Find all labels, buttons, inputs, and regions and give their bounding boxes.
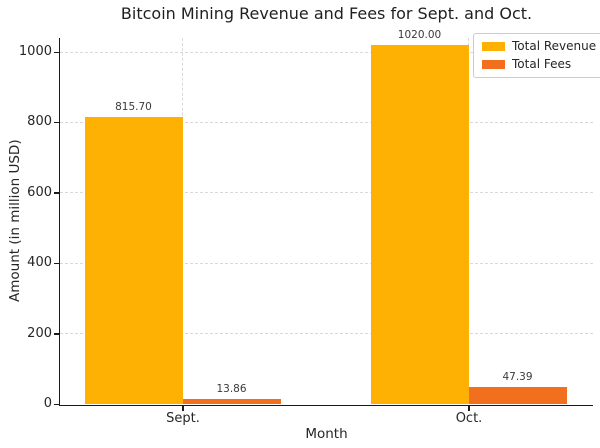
y-tick-label: 600 [27, 184, 52, 200]
legend-label: Total Revenue [512, 39, 597, 53]
y-tick-label: 800 [27, 114, 52, 130]
legend-label: Total Fees [512, 57, 572, 71]
bar-total-fees-0 [182, 399, 281, 404]
y-tick-mark [53, 121, 59, 124]
chart-title: Bitcoin Mining Revenue and Fees for Sept… [120, 4, 533, 23]
y-gridline [59, 51, 593, 53]
bar-value-label: 815.70 [115, 100, 152, 113]
y-tick-mark [53, 333, 59, 335]
legend: Total Revenue Total Fees [473, 33, 600, 78]
y-tick-label: 0 [43, 396, 52, 411]
x-tick-label-sept: Sept. [166, 411, 200, 426]
legend-swatch [482, 60, 505, 69]
y-tick-mark [53, 51, 59, 54]
x-tick-label-oct: Oct. [455, 411, 483, 426]
y-tick-label: 200 [27, 325, 52, 341]
plot-area: 815.70 1020.00 13.86 47.39 [58, 29, 593, 406]
legend-swatch [482, 42, 505, 51]
bar-value-label: 13.86 [216, 383, 247, 396]
y-gridline [59, 333, 593, 335]
y-tick-mark [53, 262, 59, 265]
y-tick-label: 1000 [18, 44, 52, 60]
y-gridline [59, 121, 593, 123]
bar-total-revenue-1 [370, 45, 469, 404]
y-tick-label: 400 [27, 255, 52, 271]
bar-value-label: 1020.00 [397, 29, 442, 42]
y-gridline [59, 262, 593, 264]
x-gridline [468, 38, 469, 404]
x-tick-mark [182, 405, 184, 411]
legend-item-total-fees: Total Fees [482, 57, 596, 72]
y-tick-mark [53, 403, 59, 405]
bar-total-revenue-0 [84, 116, 183, 404]
x-gridline [182, 38, 183, 404]
bar-total-fees-1 [468, 387, 567, 404]
x-tick-mark [468, 405, 470, 411]
legend-item-total-revenue: Total Revenue [482, 39, 596, 54]
y-gridline [59, 192, 593, 194]
y-axis-title: Amount (in million USD) [7, 139, 23, 303]
y-tick-mark [53, 192, 59, 194]
x-axis-title: Month [305, 426, 348, 442]
bar-value-label: 47.39 [502, 371, 533, 384]
